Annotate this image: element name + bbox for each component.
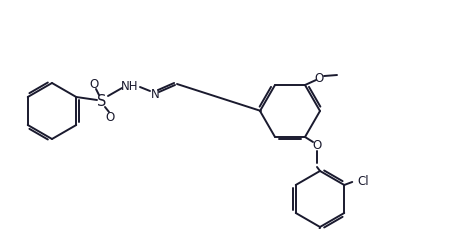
Text: Cl: Cl [357, 175, 369, 188]
Text: O: O [105, 111, 114, 124]
Text: O: O [314, 71, 324, 84]
Text: O: O [89, 78, 98, 91]
Text: O: O [312, 139, 322, 152]
Text: N: N [151, 88, 159, 101]
Text: NH: NH [121, 79, 139, 92]
Text: S: S [97, 94, 107, 109]
